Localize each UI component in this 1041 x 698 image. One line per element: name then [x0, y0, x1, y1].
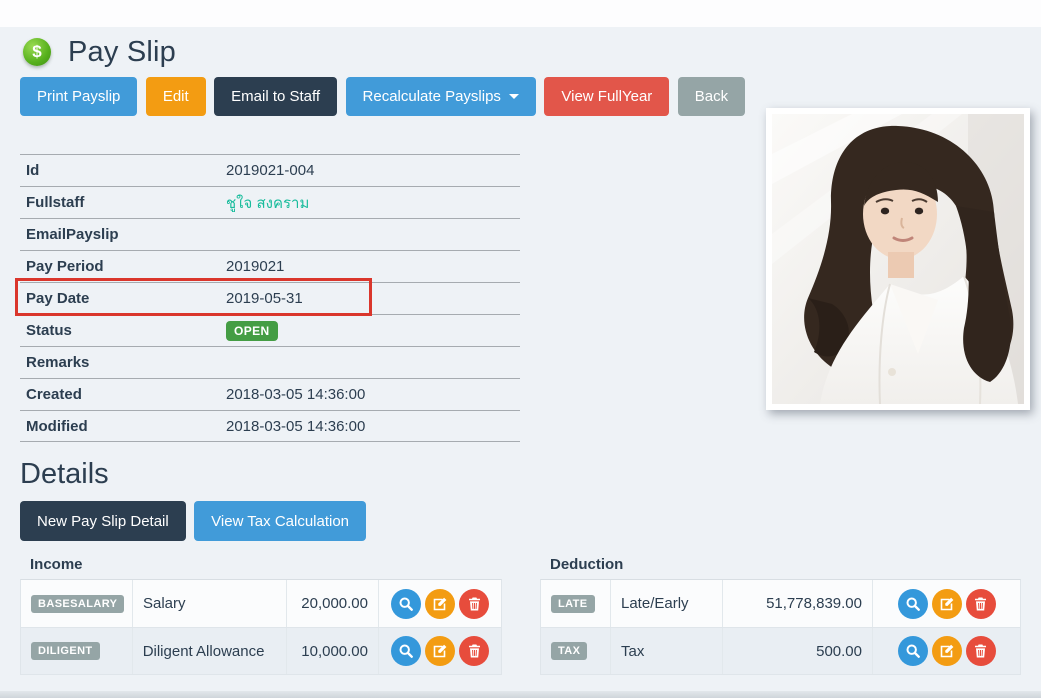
income-panel-title: Income	[30, 556, 83, 573]
trash-icon	[468, 644, 481, 658]
caret-down-icon	[508, 94, 519, 99]
recalculate-payslips-label: Recalculate Payslips	[362, 88, 501, 105]
page-title: Pay Slip	[68, 35, 176, 68]
deduction-name: Late/Early	[611, 580, 723, 627]
deduction-row: TAX Tax 500.00	[541, 627, 1020, 674]
recalculate-payslips-dropdown[interactable]: Recalculate Payslips	[345, 77, 536, 116]
view-detail-button[interactable]	[897, 588, 928, 619]
info-row-id: Id 2019021-004	[20, 154, 520, 186]
info-row-remarks: Remarks	[20, 346, 520, 378]
info-row-emailpayslip: EmailPayslip	[20, 218, 520, 250]
deduction-amount: 51,778,839.00	[723, 580, 873, 627]
fullstaff-link[interactable]: ชูใจ สงคราม	[226, 194, 310, 212]
edit-detail-button[interactable]	[425, 588, 455, 619]
income-panel: Income BASESALARY Salary 20,000.00	[20, 549, 502, 675]
deduction-code-badge: LATE	[551, 594, 595, 613]
search-icon	[906, 597, 920, 611]
trash-icon	[974, 597, 987, 611]
info-label: Fullstaff	[26, 194, 85, 211]
income-amount: 20,000.00	[287, 580, 379, 627]
info-value: 2019-05-31	[226, 290, 303, 307]
income-name: Salary	[133, 580, 288, 627]
toolbar: Print Payslip Edit Email to Staff Recalc…	[20, 77, 1021, 116]
income-row: BASESALARY Salary 20,000.00	[21, 580, 501, 627]
search-icon	[399, 597, 413, 611]
edit-icon	[940, 597, 954, 611]
view-detail-button[interactable]	[897, 636, 928, 666]
view-fullyear-button[interactable]: View FullYear	[544, 77, 670, 116]
info-label: Created	[26, 386, 82, 403]
deduction-amount: 500.00	[723, 628, 873, 674]
deduction-name: Tax	[611, 628, 723, 674]
delete-detail-button[interactable]	[459, 636, 489, 666]
income-code-badge: BASESALARY	[31, 594, 125, 613]
top-whitespace-strip	[0, 0, 1041, 27]
delete-detail-button[interactable]	[459, 588, 489, 619]
info-row-status: Status OPEN	[20, 314, 520, 346]
details-heading: Details	[20, 458, 109, 490]
deduction-panel-title: Deduction	[550, 556, 624, 573]
back-button[interactable]: Back	[677, 77, 746, 116]
edit-detail-button[interactable]	[931, 588, 962, 619]
info-label: Status	[26, 322, 72, 339]
new-payslip-detail-button[interactable]: New Pay Slip Detail	[20, 501, 186, 541]
info-value: 2018-03-05 14:36:00	[226, 417, 366, 435]
info-row-pay-date: Pay Date 2019-05-31	[20, 282, 520, 314]
info-value: 2018-03-05 14:36:00	[226, 386, 366, 403]
trash-icon	[468, 597, 481, 611]
info-row-modified: Modified 2018-03-05 14:36:00	[20, 410, 520, 442]
edit-icon	[433, 644, 447, 658]
income-code-badge: DILIGENT	[31, 642, 100, 660]
info-label: Remarks	[26, 354, 90, 371]
print-payslip-button[interactable]: Print Payslip	[20, 77, 138, 116]
view-detail-button[interactable]	[391, 588, 421, 619]
info-row-pay-period: Pay Period 2019021	[20, 250, 520, 282]
details-toolbar: New Pay Slip Detail View Tax Calculation	[20, 501, 1021, 541]
income-amount: 10,000.00	[287, 628, 379, 674]
dollar-icon: $	[23, 38, 51, 66]
deduction-row: LATE Late/Early 51,778,839.00	[541, 580, 1020, 627]
search-icon	[906, 644, 920, 658]
delete-detail-button[interactable]	[965, 636, 996, 666]
search-icon	[399, 644, 413, 658]
info-value: 2019021-004	[226, 162, 315, 179]
trash-icon	[974, 644, 987, 658]
email-to-staff-button[interactable]: Email to Staff	[214, 77, 338, 116]
income-row: DILIGENT Diligent Allowance 10,000.00	[21, 627, 501, 674]
deduction-panel: Deduction LATE Late/Early 51,778,839.00	[540, 549, 1021, 675]
info-label: EmailPayslip	[26, 226, 119, 243]
edit-detail-button[interactable]	[931, 636, 962, 666]
info-label: Id	[26, 162, 40, 179]
info-row-created: Created 2018-03-05 14:36:00	[20, 378, 520, 410]
page-header: $ Pay Slip	[20, 29, 1021, 75]
deduction-code-badge: TAX	[551, 642, 588, 660]
info-value: 2019021	[226, 258, 285, 275]
info-label: Pay Date	[26, 290, 90, 307]
edit-detail-button[interactable]	[425, 636, 455, 666]
info-label: Pay Period	[26, 258, 104, 275]
view-tax-calculation-button[interactable]: View Tax Calculation	[194, 501, 367, 541]
view-detail-button[interactable]	[391, 636, 421, 666]
edit-icon	[433, 597, 447, 611]
info-label: Modified	[26, 417, 88, 435]
delete-detail-button[interactable]	[965, 588, 996, 619]
edit-icon	[940, 644, 954, 658]
status-badge: OPEN	[226, 321, 278, 341]
bottom-edge-strip	[0, 691, 1041, 698]
staff-photo	[766, 108, 1030, 410]
income-name: Diligent Allowance	[133, 628, 288, 674]
payslip-info-table: Id 2019021-004 Fullstaff ชูใจ สงคราม Ema…	[15, 154, 520, 442]
edit-button[interactable]: Edit	[145, 77, 206, 116]
info-row-fullstaff: Fullstaff ชูใจ สงคราม	[20, 186, 520, 218]
